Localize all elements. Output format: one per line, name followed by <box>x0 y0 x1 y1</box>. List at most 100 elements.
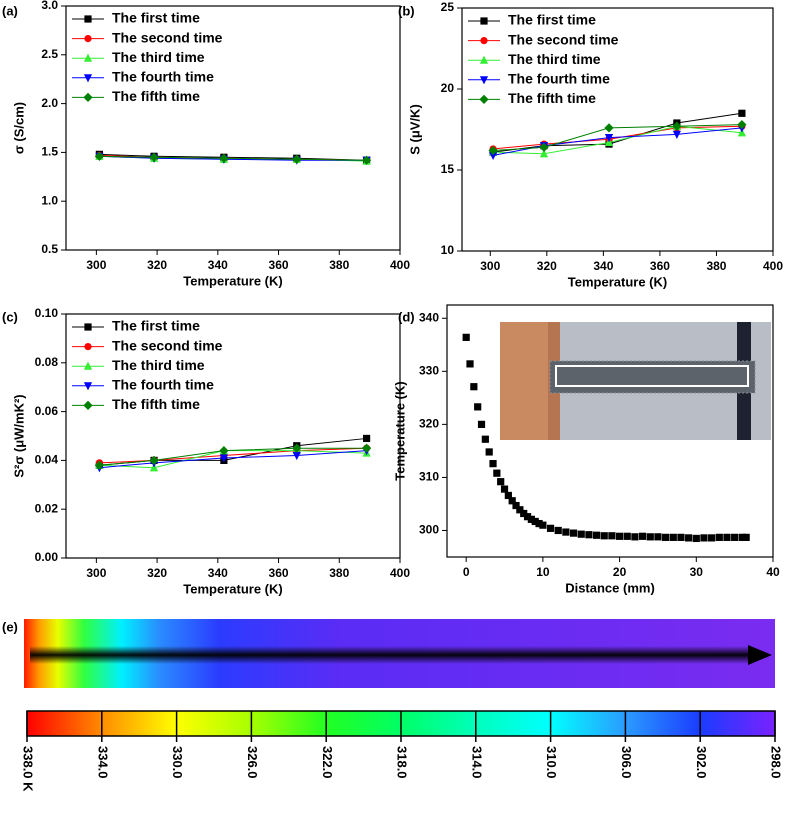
panel-label: (b) <box>398 3 415 18</box>
legend-label: The second time <box>508 31 619 47</box>
marker <box>631 533 639 541</box>
x-tick-label: 300 <box>86 566 106 580</box>
colorbar-tick-label: 306.0 <box>619 746 634 779</box>
x-tick-label: 400 <box>763 259 783 273</box>
legend-label: The second time <box>112 29 223 45</box>
marker <box>527 515 535 523</box>
y-tick-label: 1.0 <box>41 193 58 207</box>
marker <box>83 382 93 391</box>
marker <box>149 455 159 465</box>
marker <box>500 485 509 493</box>
colorbar-tick-label: 334.0 <box>95 746 110 779</box>
colorbar-tick-label: 338.0 K <box>21 746 36 792</box>
x-tick-label: 360 <box>269 258 289 272</box>
legend-label: The first time <box>112 10 200 26</box>
colorbar-tick-label: 298.0 <box>769 746 784 779</box>
y-tick-label: 15 <box>441 162 455 176</box>
panel-label: (a) <box>2 3 18 18</box>
marker <box>523 513 532 521</box>
marker <box>539 521 547 529</box>
y-tick-label: 0.06 <box>35 404 59 418</box>
x-tick-label: 380 <box>329 566 349 580</box>
y-axis-title: S²σ (μW/mK²) <box>11 394 26 477</box>
marker <box>363 434 371 443</box>
axes-frame <box>65 313 401 559</box>
colorbar-tick-label: 310.0 <box>544 746 559 779</box>
legend-label: The fifth time <box>112 396 200 412</box>
marker <box>531 517 539 526</box>
legend-label: The first time <box>112 318 200 334</box>
marker <box>646 533 654 541</box>
colorbar-tick-label: 318.0 <box>395 746 410 779</box>
marker <box>723 533 731 541</box>
marker <box>94 460 104 470</box>
marker <box>708 534 716 542</box>
marker <box>639 532 647 540</box>
inset-photo <box>500 322 771 440</box>
x-tick-label: 40 <box>766 565 780 579</box>
x-axis-title: Distance (mm) <box>565 580 655 595</box>
marker <box>84 323 92 331</box>
marker <box>508 497 516 505</box>
marker <box>488 145 498 156</box>
marker <box>477 420 486 428</box>
y-tick-label: 20 <box>441 81 455 95</box>
marker <box>539 149 549 158</box>
marker <box>362 155 372 165</box>
x-tick-label: 300 <box>86 258 106 272</box>
marker <box>84 35 92 43</box>
colorbar-tick-label: 330.0 <box>170 746 185 779</box>
marker <box>672 121 682 131</box>
x-tick-label: 20 <box>613 565 627 579</box>
marker <box>462 333 470 341</box>
marker <box>474 403 482 411</box>
marker <box>479 76 489 85</box>
y-tick-label: 3.0 <box>41 0 58 12</box>
panel-label: (e) <box>2 619 18 634</box>
x-tick-label: 340 <box>208 258 228 272</box>
y-tick-label: 0.00 <box>35 550 59 564</box>
marker <box>479 94 489 104</box>
marker <box>480 37 488 45</box>
marker <box>520 509 528 518</box>
x-axis-title: Temperature (K) <box>568 274 667 289</box>
legend-label: The fifth time <box>508 90 596 106</box>
marker <box>489 151 498 161</box>
marker <box>608 532 616 540</box>
marker <box>292 451 301 461</box>
marker <box>83 74 93 83</box>
marker <box>554 526 562 535</box>
x-axis-title: Temperature (K) <box>183 273 282 288</box>
marker <box>489 460 497 468</box>
y-tick-label: 0.02 <box>35 501 59 515</box>
marker <box>600 532 608 540</box>
x-tick-label: 400 <box>390 566 410 580</box>
marker <box>604 123 614 133</box>
y-tick-label: 320 <box>419 417 439 431</box>
marker <box>94 151 104 161</box>
y-axis-title: Temperature (K) <box>392 381 407 480</box>
marker <box>604 134 614 143</box>
legend-label: The second time <box>112 337 223 353</box>
legend-label: The first time <box>508 12 596 28</box>
y-tick-label: 300 <box>419 523 439 537</box>
marker <box>662 533 670 541</box>
marker <box>700 534 708 542</box>
marker <box>692 534 700 543</box>
legend-label: The fourth time <box>112 69 214 85</box>
marker <box>677 533 685 541</box>
marker <box>577 530 585 538</box>
legend-label: The fourth time <box>508 71 610 87</box>
x-tick-label: 360 <box>650 259 670 273</box>
marker <box>615 532 624 540</box>
marker <box>83 53 93 62</box>
y-tick-label: 2.5 <box>41 47 58 61</box>
marker <box>654 533 662 541</box>
marker <box>493 469 501 477</box>
series-line <box>493 125 742 155</box>
marker <box>738 109 746 117</box>
y-tick-label: 340 <box>419 310 439 324</box>
marker <box>485 448 493 456</box>
marker <box>585 531 593 539</box>
